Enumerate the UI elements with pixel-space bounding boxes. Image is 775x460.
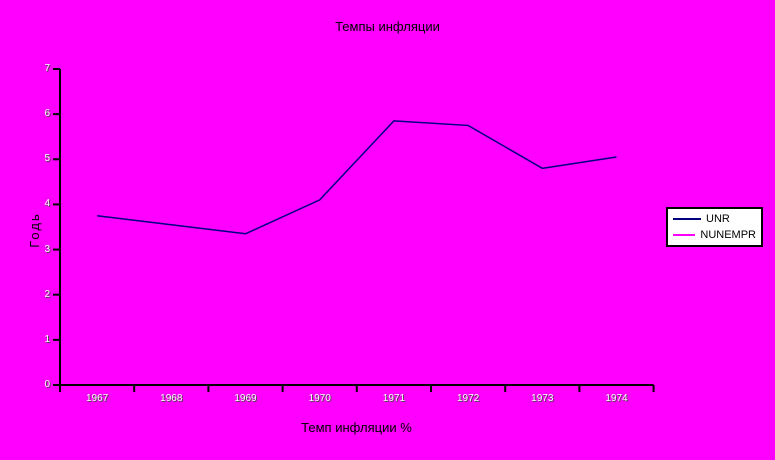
- x-tick-label: 1968: [160, 393, 183, 404]
- x-tick-label: 1969: [234, 393, 257, 404]
- chart-title: Темпы инфляции: [335, 19, 440, 34]
- y-tick-label: 2: [44, 288, 50, 300]
- x-tick-label: 1973: [531, 393, 554, 404]
- legend-label: NUNEMPR: [700, 229, 756, 241]
- x-tick-label: 1972: [456, 393, 480, 404]
- y-tick-label: 7: [44, 63, 50, 74]
- y-tick-label: 3: [44, 243, 50, 255]
- legend: UNR NUNEMPR: [666, 207, 763, 247]
- y-tick-label: 0: [44, 379, 50, 390]
- legend-line-sample: [673, 218, 701, 220]
- x-tick-label: 1970: [308, 393, 331, 404]
- y-tick-label: 5: [44, 153, 50, 165]
- legend-label: UNR: [706, 213, 730, 225]
- x-axis-title: Темп инфляции %: [301, 420, 412, 435]
- x-tick-label: 1967: [85, 393, 109, 404]
- y-tick-label: 1: [44, 333, 50, 345]
- legend-line-sample: [673, 234, 696, 236]
- x-tick-label: 1974: [605, 393, 628, 404]
- legend-item-unr: UNR: [673, 213, 756, 225]
- y-tick-label: 6: [44, 108, 50, 120]
- y-tick-label: 4: [44, 198, 50, 210]
- series-line-unr: [97, 120, 617, 235]
- x-tick-label: 1971: [382, 393, 406, 404]
- legend-item-nunempr: NUNEMPR: [673, 229, 756, 241]
